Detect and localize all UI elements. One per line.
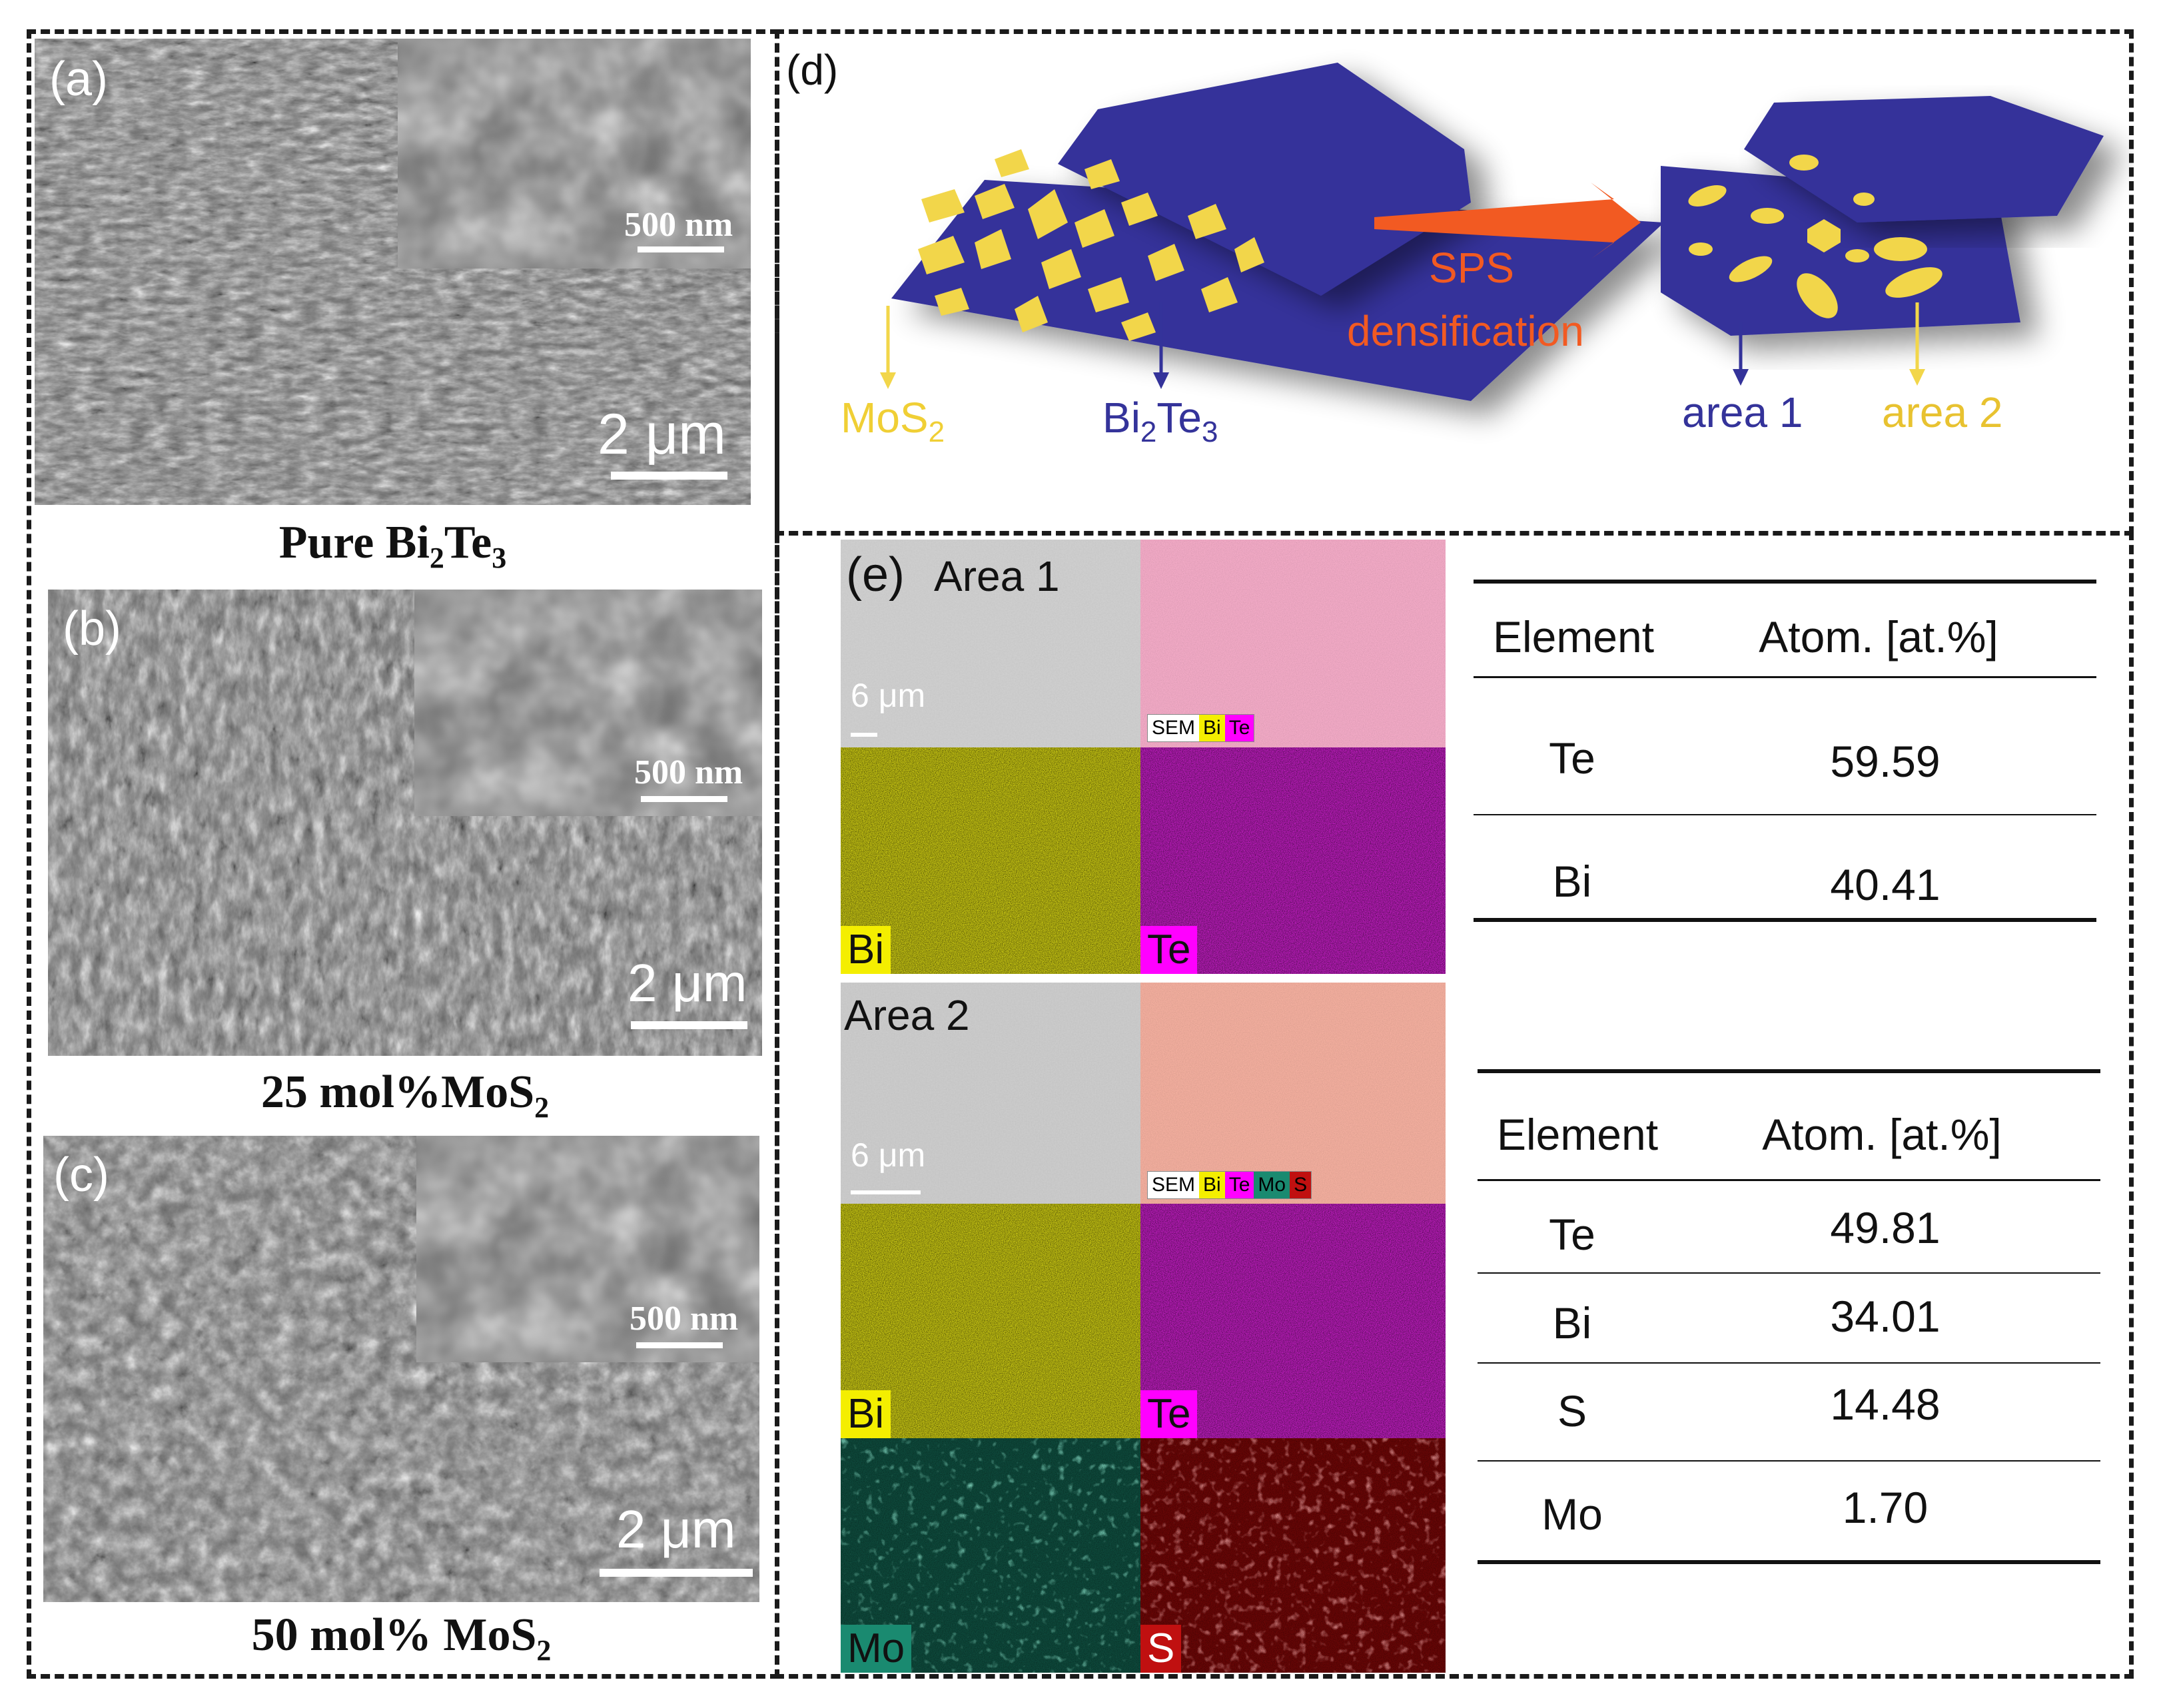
table1-row-rule [1474, 814, 2096, 815]
caption-a: Pure Bi2Te3 [278, 517, 507, 574]
panel-label-b: (b) [63, 602, 121, 655]
bi2te3-grain-front-right [1744, 96, 2104, 222]
area1-sem-map: (e) Area 1 6 μm [841, 540, 1140, 747]
area1-label: area 1 [1682, 388, 1803, 436]
area1-te-tag: Te [1140, 926, 1198, 974]
area1-title: Area 1 [934, 552, 1060, 600]
scale-bar-b [631, 1021, 747, 1029]
scale-bar-c [600, 1569, 753, 1577]
scale-label-a: 2 μm [598, 402, 726, 466]
table2-row1-element: Te [1549, 1210, 1595, 1259]
table2-row4-value: 1.70 [1842, 1483, 1929, 1532]
caption-b: 25 mol%MoS2 [260, 1067, 550, 1124]
mos2-flakes [918, 149, 1264, 341]
table1-row1-element: Te [1549, 733, 1595, 783]
panel-label-e: (e) [846, 548, 905, 602]
table1-header-element: Element [1492, 612, 1655, 661]
inset-scale-bar-a [638, 246, 724, 252]
area2-legend: SEM Bi Te Mo S [1147, 1171, 1312, 1199]
area1-legend: SEM Bi Te [1147, 714, 1255, 742]
table2-header-rule [1478, 1179, 2100, 1181]
legend2-te: Te [1224, 1172, 1254, 1198]
table2-row2-element: Bi [1552, 1298, 1592, 1348]
legend2-s: S [1290, 1172, 1312, 1198]
table2-bottom-rule [1478, 1560, 2100, 1564]
table2-header-element: Element [1496, 1110, 1659, 1159]
sem-inset-b: 500 nm [414, 590, 762, 816]
legend-bi: Bi [1199, 715, 1225, 741]
inset-scale-label-b: 500 nm [634, 753, 743, 791]
legend2-bi: Bi [1199, 1172, 1225, 1198]
process-arrow [1374, 183, 1641, 259]
panel-label-c: (c) [53, 1148, 109, 1202]
scale-label-b: 2 μm [628, 953, 747, 1013]
inset-scale-label-c: 500 nm [630, 1300, 739, 1338]
panel-label-a: (a) [49, 53, 108, 106]
table1-header-atom: Atom. [at.%] [1759, 612, 1998, 661]
scale-bar-a [611, 472, 727, 480]
area2-title: Area 2 [844, 991, 970, 1039]
table2-top-rule [1478, 1069, 2100, 1073]
table2-row4-element: Mo [1541, 1490, 1603, 1539]
table1-row2-element: Bi [1552, 857, 1592, 906]
table2-rule-1 [1478, 1272, 2100, 1274]
area2-te-map: Te [1140, 1204, 1446, 1438]
scale-label-c: 2 μm [616, 1499, 736, 1559]
legend2-mo: Mo [1254, 1172, 1290, 1198]
sem-image-a: 500 nm (a) 2 μm [35, 39, 751, 505]
table2-row3-value: 14.48 [1830, 1380, 1941, 1429]
area2-mo-map: Mo [841, 1438, 1140, 1673]
table2-header-atom: Atom. [at.%] [1762, 1110, 2002, 1159]
sem-inset-c: 500 nm [416, 1136, 759, 1362]
bi2te3-label: Bi2Te3 [1102, 394, 1218, 448]
table1-row2-value: 40.41 [1830, 860, 1941, 909]
area2-sem-map: Area 2 6 μm [841, 983, 1140, 1204]
area1-bi-map: Bi [841, 747, 1140, 974]
area2-overlay-map: SEM Bi Te Mo S [1140, 983, 1446, 1204]
area2-bi-map: Bi [841, 1204, 1140, 1438]
table1-header-rule [1474, 676, 2096, 678]
sem-image-c: 500 nm (c) 2 μm [43, 1136, 759, 1602]
area1-te-map: Te [1140, 747, 1446, 974]
table2-row3-element: S [1557, 1386, 1587, 1436]
inset-scale-bar-c [636, 1342, 723, 1348]
table2-rule-3 [1478, 1460, 2100, 1462]
process-label-line2: densification [1347, 307, 1584, 355]
panel-label-d: (d) [786, 46, 839, 94]
area2-label: area 2 [1882, 388, 2003, 436]
process-label-line1: SPS [1429, 244, 1515, 292]
bi2te3-grain-front-left [1058, 63, 1471, 296]
sem-image-b: 500 nm (b) 2 μm [48, 590, 762, 1056]
area2-mo-tag: Mo [841, 1625, 912, 1673]
legend-sem: SEM [1148, 715, 1200, 741]
table1-row1-value: 59.59 [1830, 737, 1941, 786]
area2-bi-tag: Bi [841, 1390, 891, 1438]
area2-scale-bar [851, 1190, 921, 1194]
table2-row2-value: 34.01 [1830, 1292, 1941, 1341]
area2-scale-label: 6 μm [851, 1136, 926, 1174]
legend2-sem: SEM [1148, 1172, 1200, 1198]
inset-scale-bar-b [641, 796, 727, 802]
mos2-label: MoS2 [841, 394, 945, 448]
area1-overlay-map: SEM Bi Te [1140, 540, 1446, 747]
area1-scale-bar [851, 733, 877, 737]
table2-rule-2 [1478, 1362, 2100, 1364]
eds-frame [775, 531, 2134, 1679]
area1-bi-tag: Bi [841, 926, 891, 974]
sem-inset-a: 500 nm [398, 39, 751, 268]
area2-s-tag: S [1140, 1625, 1182, 1673]
table2-row1-value: 49.81 [1830, 1203, 1941, 1252]
schematic-diagram [880, 63, 2104, 401]
inset-scale-label-a: 500 nm [624, 206, 733, 244]
table1-bottom-rule [1474, 918, 2096, 922]
table1-top-rule [1474, 580, 2096, 584]
caption-c: 50 mol% MoS2 [251, 1609, 552, 1667]
legend-te: Te [1224, 715, 1254, 741]
mos2-areas [1688, 155, 1943, 318]
area2-te-tag: Te [1140, 1390, 1198, 1438]
area1-scale-label: 6 μm [851, 677, 926, 714]
area2-s-map: S [1140, 1438, 1446, 1673]
